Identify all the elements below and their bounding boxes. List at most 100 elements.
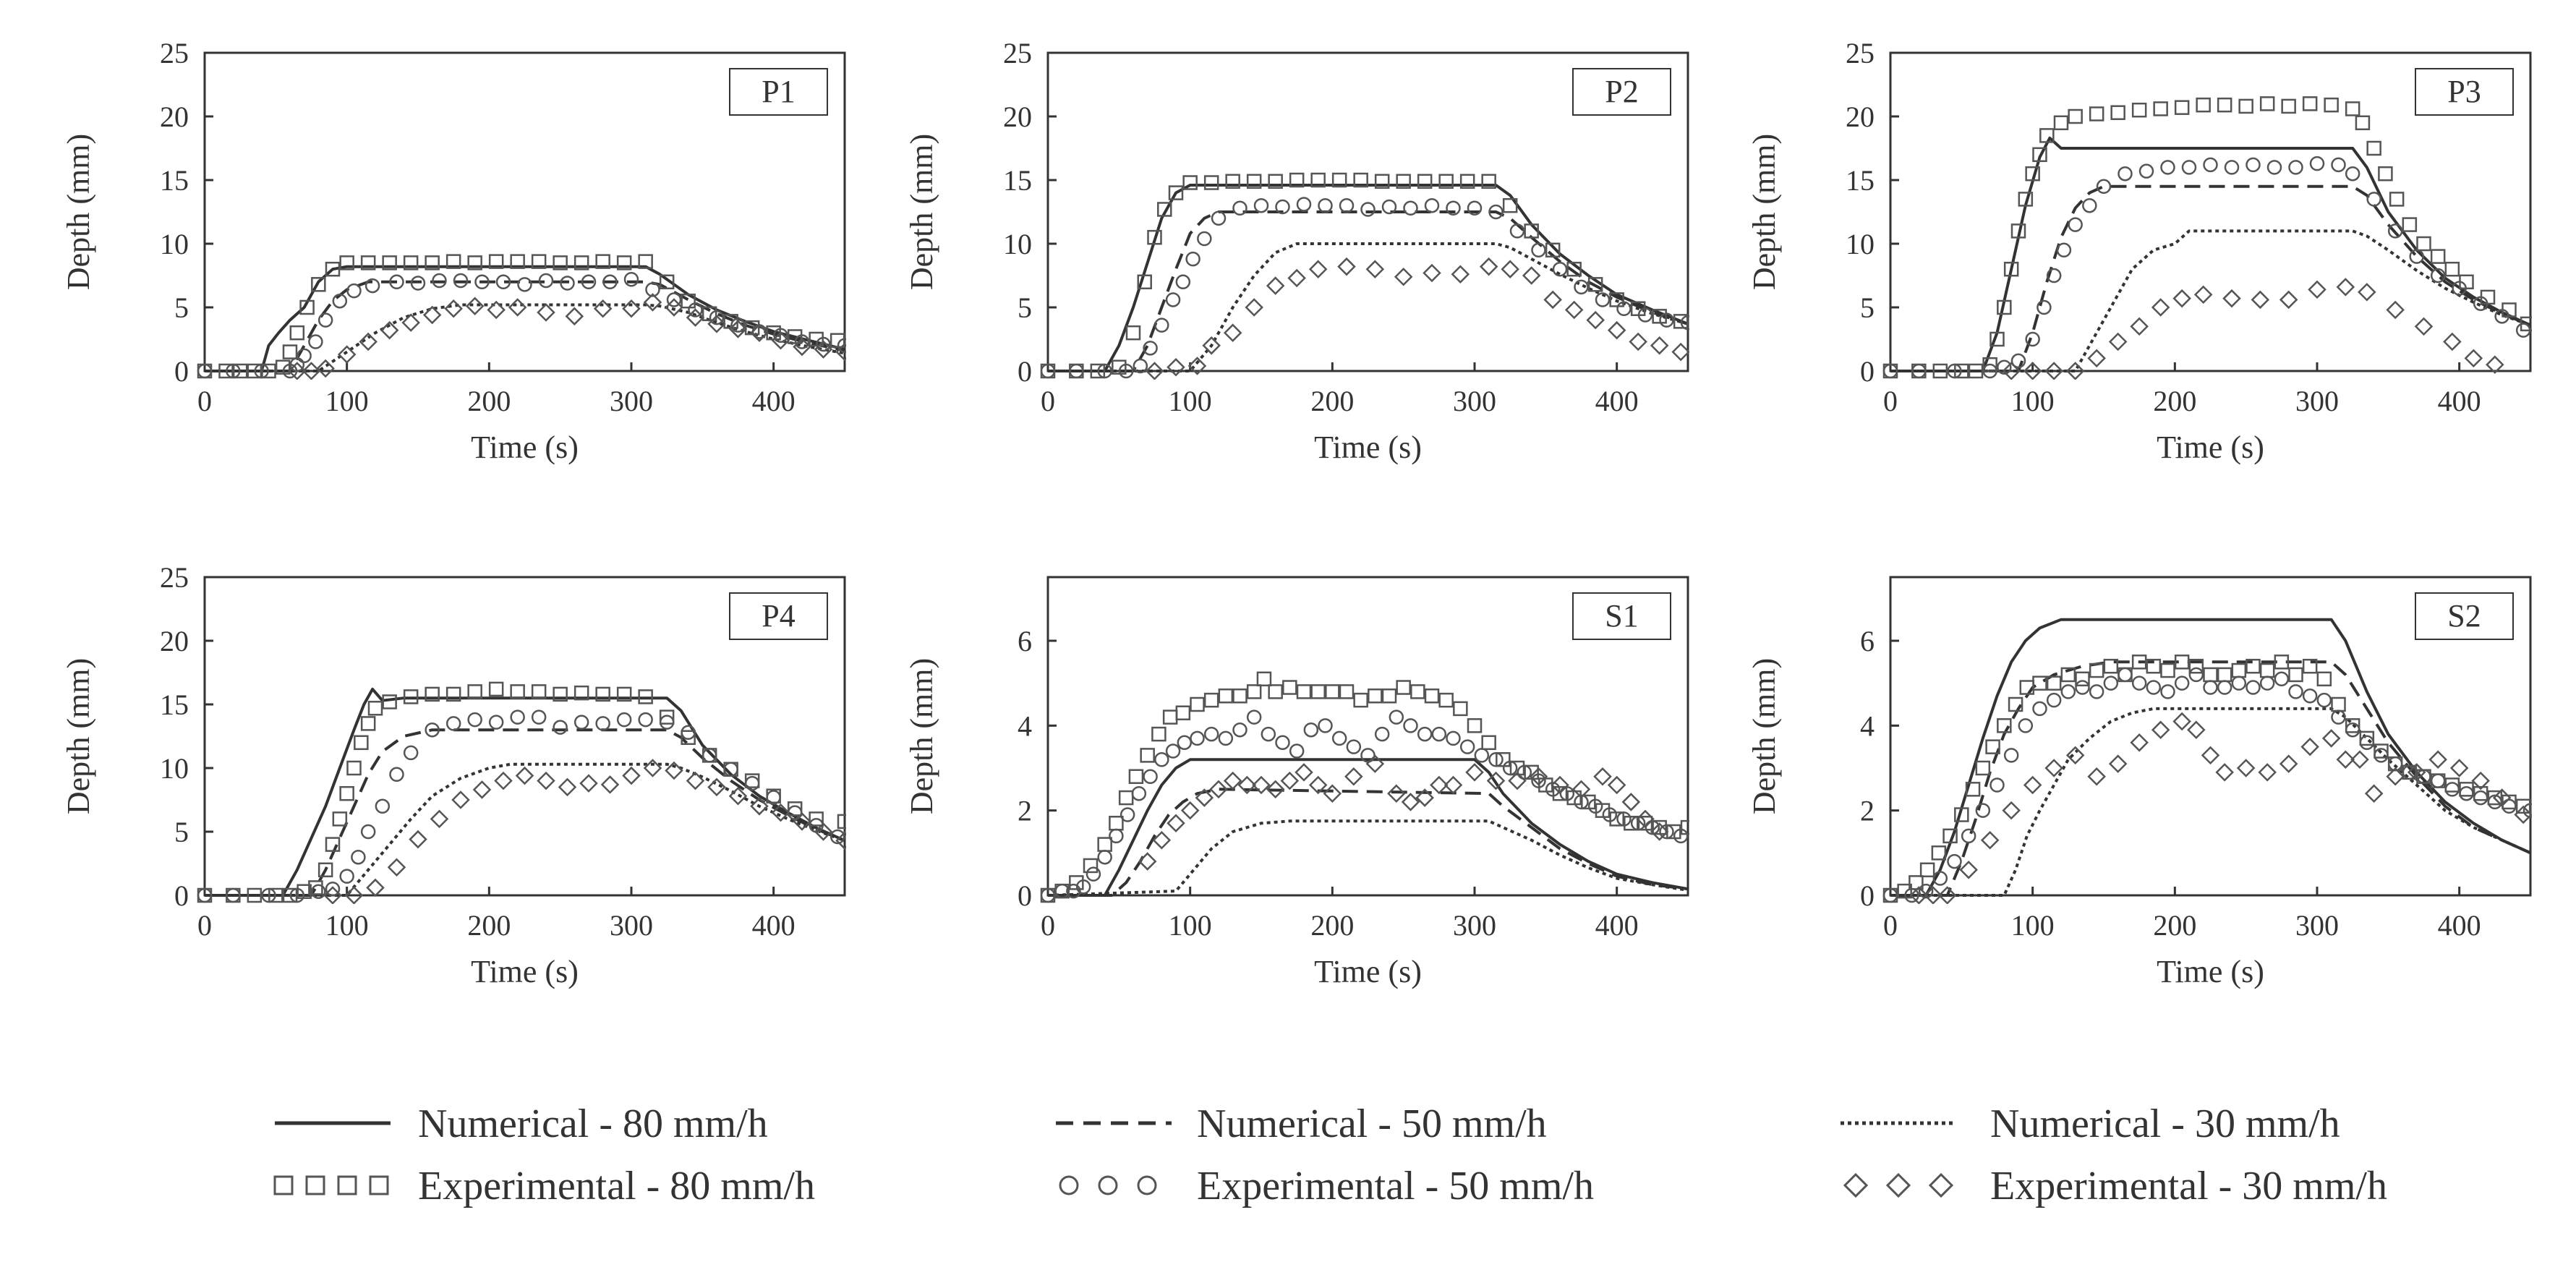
square-marker: [1942, 828, 1958, 844]
diamond-marker: [1237, 775, 1257, 795]
square-marker: [1083, 858, 1099, 874]
y-tick-label: 25: [1846, 37, 1875, 69]
diamond-marker: [537, 303, 555, 322]
x-axis-title: Time (s): [2157, 430, 2264, 465]
circle-marker: [2046, 692, 2062, 708]
circle-marker: [2060, 684, 2076, 699]
square-marker: [510, 254, 525, 269]
circle-marker: [2246, 680, 2261, 695]
diamond-marker: [401, 313, 420, 332]
diamond-marker: [2087, 349, 2106, 368]
square-marker: [1162, 709, 1178, 725]
square-marker: [1481, 174, 1496, 189]
square-marker: [595, 686, 610, 702]
circle-marker: [531, 709, 547, 725]
series-line-dashed: [205, 728, 845, 897]
diamond-marker: [1924, 886, 1942, 904]
circle-marker: [581, 274, 597, 290]
diamond-marker: [2044, 759, 2063, 777]
circle-marker: [1165, 743, 1181, 759]
square-marker: [1190, 696, 1205, 712]
square-marker: [2089, 106, 2104, 121]
circle-marker: [2075, 680, 2090, 695]
diamond-marker: [1508, 771, 1527, 790]
series-line-dotted: [205, 762, 845, 897]
diamond-marker: [337, 345, 357, 364]
circle-marker: [2056, 242, 2072, 258]
circle-marker: [2409, 249, 2424, 264]
y-tick-label: 0: [1860, 355, 1875, 388]
square-marker: [2110, 105, 2125, 120]
square-marker: [1424, 688, 1440, 704]
diamond-marker: [2172, 289, 2191, 308]
y-tick-label: 0: [1018, 355, 1032, 388]
y-tick-label: 10: [160, 228, 189, 260]
circle-marker: [1882, 363, 1898, 379]
square-marker: [354, 735, 369, 751]
square-marker: [325, 261, 341, 277]
circle-marker: [495, 274, 511, 290]
diamond-marker: [2023, 362, 2042, 380]
circle-marker: [1403, 718, 1418, 733]
x-tick-label: 100: [1169, 385, 1212, 417]
circle-marker: [375, 798, 391, 814]
circle-marker: [2331, 709, 2346, 725]
square-marker: [1652, 309, 1667, 324]
square-marker: [2131, 655, 2147, 670]
circle-marker: [403, 745, 419, 761]
diamond-marker: [323, 886, 342, 904]
square-marker: [1256, 671, 1272, 687]
circle-marker: [2266, 160, 2282, 175]
square-marker: [339, 255, 354, 270]
square-marker: [1997, 299, 2012, 315]
square-marker: [1203, 175, 1219, 190]
square-marker: [1609, 811, 1624, 827]
x-axis-title: Time (s): [1314, 954, 1422, 989]
diamond-marker: [1486, 771, 1506, 790]
square-marker: [2459, 782, 2474, 797]
circle-marker: [2010, 353, 2026, 369]
diamond-marker: [2428, 750, 2447, 769]
circle-marker: [1054, 883, 1070, 899]
circle-marker: [553, 720, 568, 735]
y-tick-label: 5: [174, 816, 189, 848]
square-marker: [1374, 174, 1390, 189]
circle-marker: [1211, 210, 1227, 226]
circle-marker: [595, 716, 610, 731]
square-marker: [1069, 875, 1084, 890]
square-marker: [2196, 97, 2211, 113]
square-marker: [2281, 98, 2296, 114]
diamond-marker: [814, 822, 833, 841]
square-marker: [595, 254, 610, 269]
diamond-marker: [1287, 268, 1306, 288]
circle-marker: [517, 277, 532, 292]
square-marker: [1289, 172, 1305, 188]
circle-marker: [1066, 883, 1081, 899]
circle-marker: [2082, 197, 2097, 213]
diamond-marker: [1959, 861, 1978, 879]
circle-marker: [1602, 807, 1618, 822]
x-axis-title: Time (s): [471, 430, 579, 465]
square-marker: [367, 701, 383, 716]
square-marker: [616, 255, 632, 270]
square-marker: [2259, 96, 2275, 111]
square-marker: [289, 325, 305, 341]
diamond-marker: [2364, 784, 2384, 803]
square-marker: [2153, 101, 2168, 116]
square-marker: [1609, 292, 1624, 307]
diamond-marker: [2201, 746, 2220, 765]
diamond-marker: [2130, 317, 2149, 336]
square-marker: [2302, 96, 2318, 111]
circle-marker: [1331, 730, 1347, 746]
circle-marker: [1417, 726, 1433, 742]
square-marker: [445, 254, 461, 269]
series-group: [197, 681, 846, 904]
diamond-marker: [1323, 784, 1342, 803]
diamond-marker: [387, 858, 406, 877]
circle-marker: [2288, 684, 2303, 699]
circle-marker: [1133, 358, 1148, 374]
diamond-marker: [2002, 362, 2021, 380]
circle-marker: [297, 348, 312, 364]
square-marker: [1125, 325, 1141, 341]
circle-marker: [311, 884, 326, 899]
